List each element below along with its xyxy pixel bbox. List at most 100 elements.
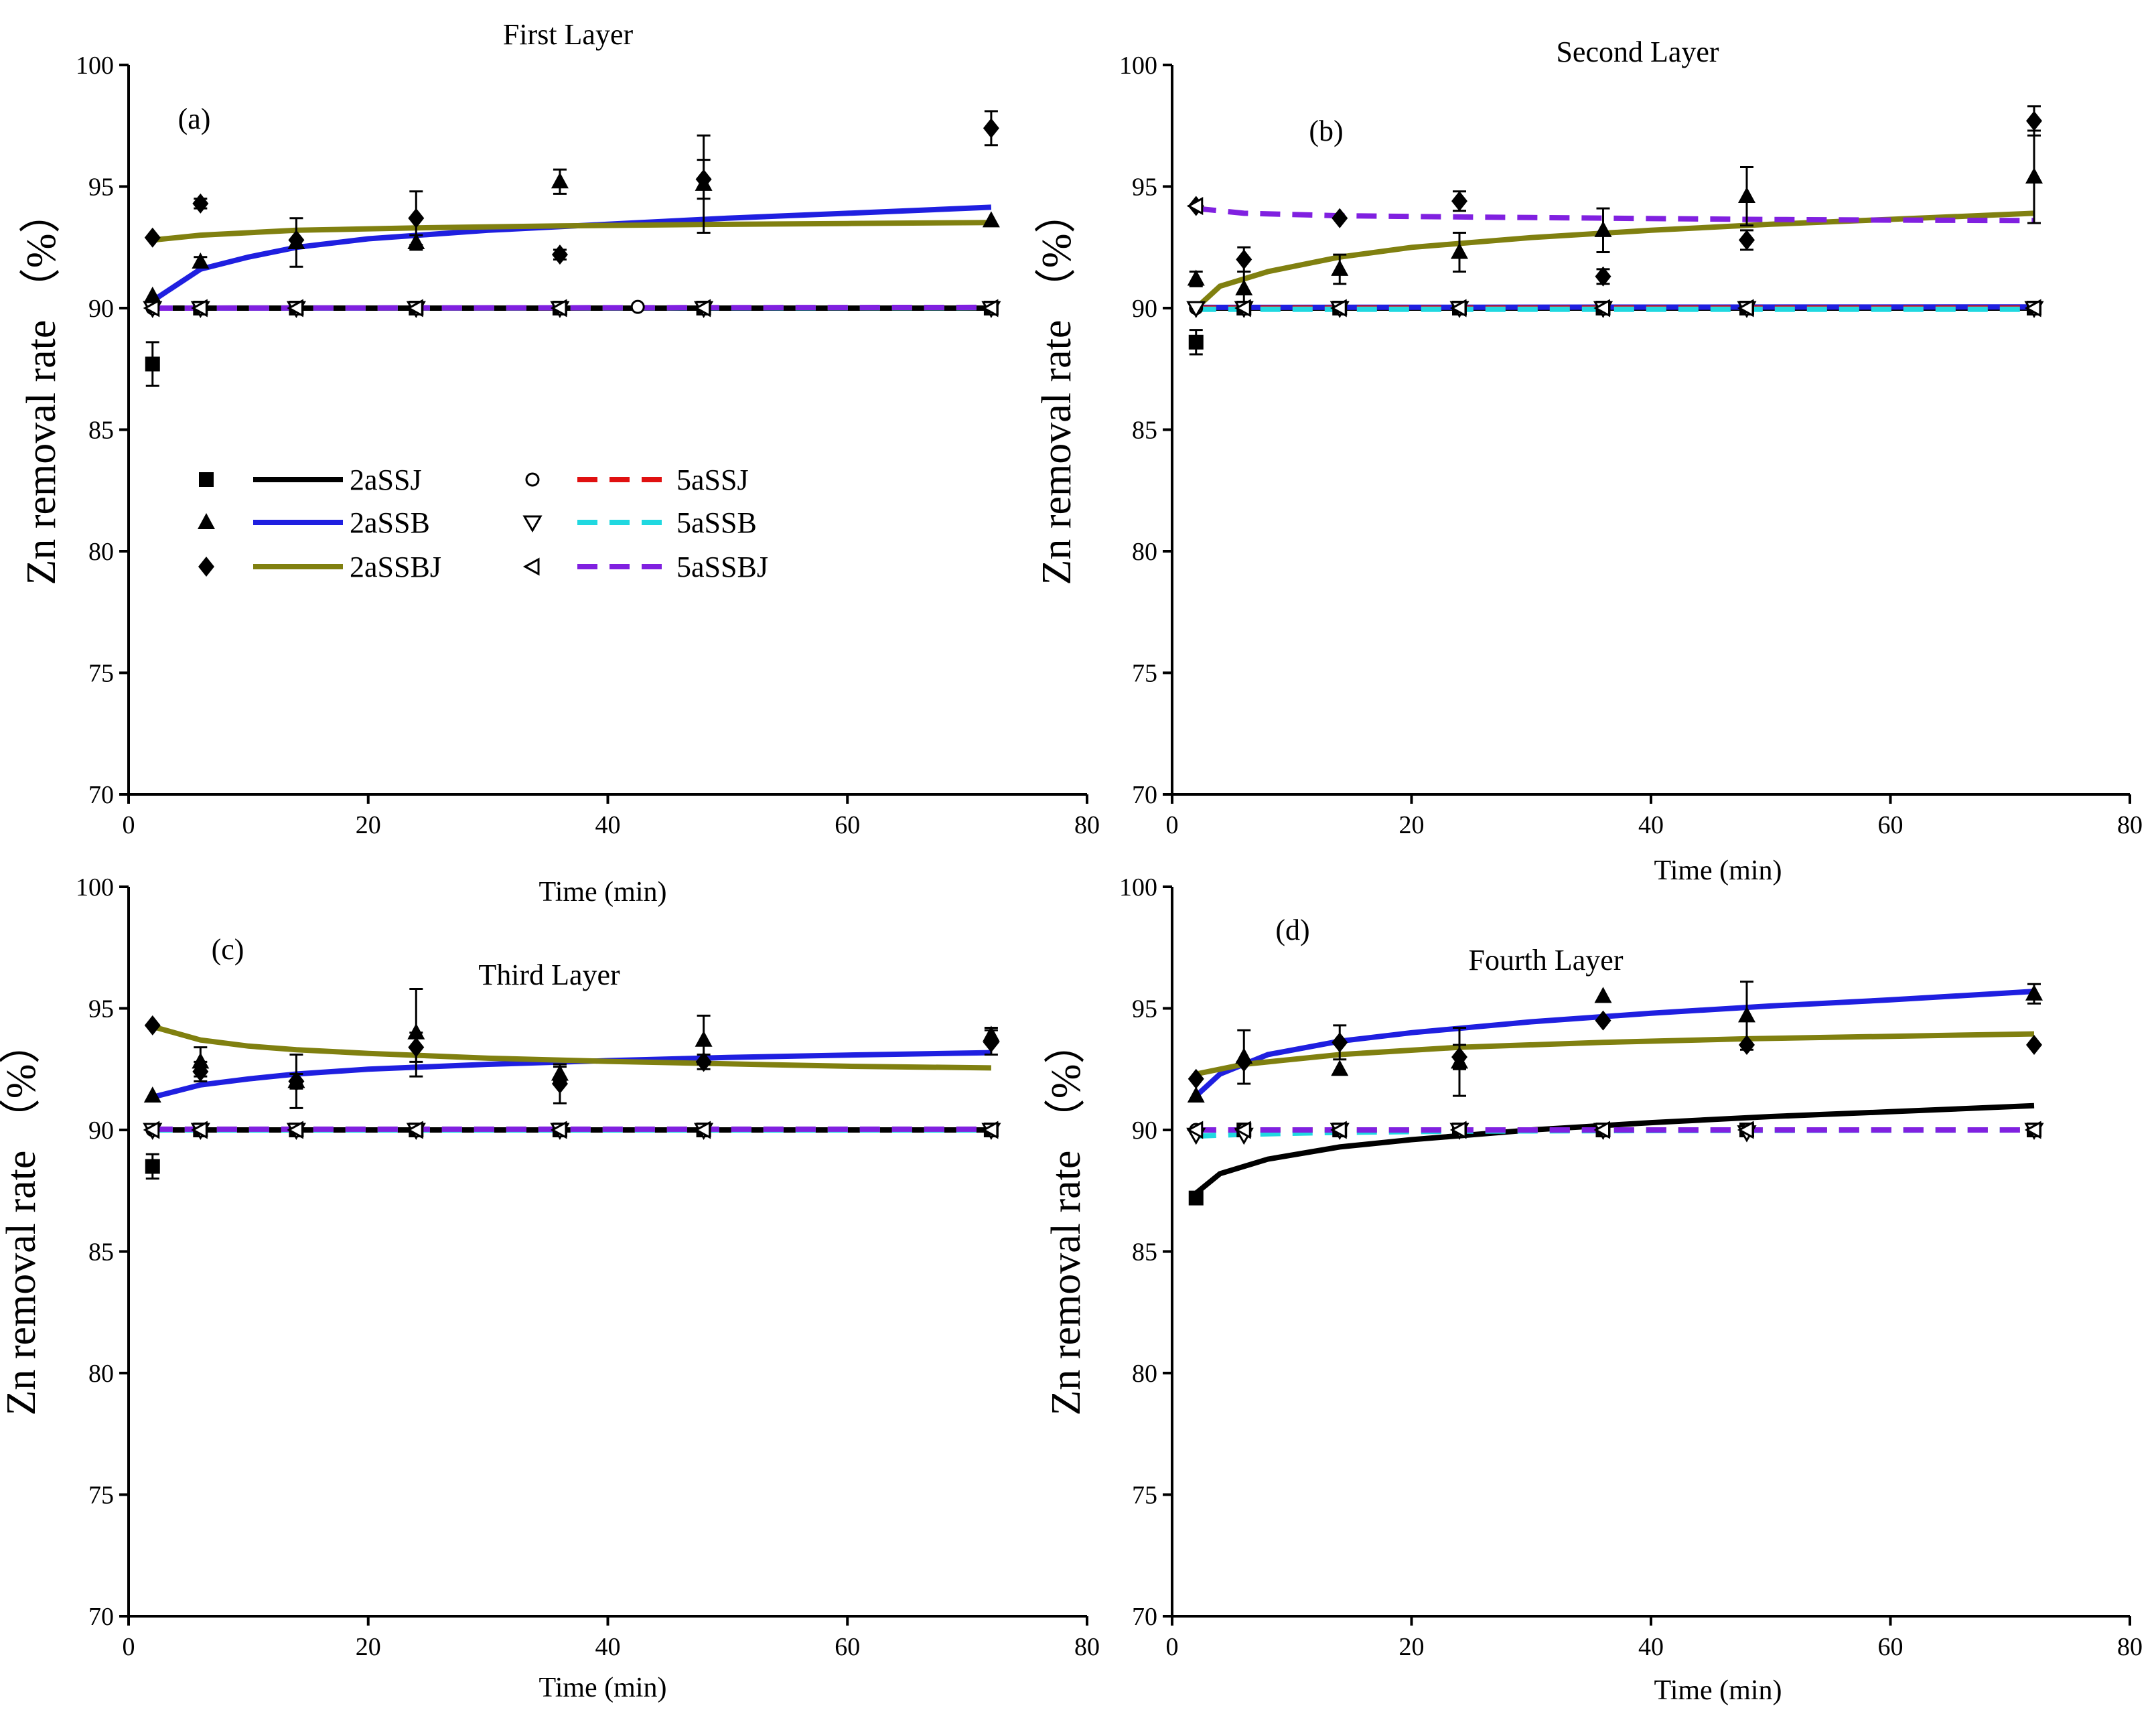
y-axis-title: Zn removal rate （%） <box>0 1022 44 1415</box>
point-2aSSB <box>1594 987 1612 1003</box>
y-tick-label: 70 <box>1132 781 1157 809</box>
panel-b: 70 75 80 85 90 95 100 0 20 40 60 80 Second Layer (b) T… <box>1034 35 2143 886</box>
point-5aSSBJ <box>694 1121 711 1139</box>
point-2aSSB <box>2025 984 2043 1001</box>
point-2aSSB <box>1594 220 1612 237</box>
point-2aSSBJ <box>1188 1068 1204 1089</box>
point-2aSSBJ <box>1739 1034 1755 1055</box>
x-tick-label: 20 <box>356 811 381 839</box>
x-tick-label: 40 <box>595 811 621 839</box>
y-tick-label: 80 <box>1132 1360 1157 1388</box>
y-tick-label: 75 <box>1132 660 1157 688</box>
point-2aSSBJ <box>695 1052 712 1072</box>
y-tick-label: 85 <box>1132 417 1157 445</box>
panel-tag: (c) <box>212 933 244 966</box>
y-tick-label: 100 <box>76 52 114 80</box>
x-tick-label: 60 <box>1878 1633 1903 1661</box>
point-2aSSBJ <box>408 1037 425 1058</box>
point-5aSSBJ <box>1234 299 1251 317</box>
point-2aSSBJ <box>983 1032 999 1053</box>
point-5aSSBJ <box>287 299 303 317</box>
point-5aSSBJ <box>407 1121 423 1139</box>
point-2aSSB <box>143 286 161 303</box>
point-5aSSBJ <box>694 299 711 317</box>
panel-c: 70 75 80 85 90 95 100 0 20 40 60 80 Third Layer (c) Ti… <box>0 873 1100 1703</box>
point-2aSSJ <box>145 356 160 372</box>
y-tick-label: 80 <box>88 538 114 566</box>
y-tick-label: 90 <box>88 1117 114 1145</box>
point-2aSSBJ <box>288 230 305 251</box>
point-2aSSBJ <box>695 169 712 190</box>
panel-title: First Layer <box>503 18 634 51</box>
fit-line-2aSSBJ <box>151 1023 991 1071</box>
x-axis-title: Time (min) <box>1654 1675 1782 1706</box>
point-5aSSB <box>1186 301 1206 319</box>
point-2aSSB <box>1235 279 1253 295</box>
point-2aSSBJ <box>1236 1052 1252 1072</box>
y-tick-label: 100 <box>76 873 114 902</box>
panel-tag: (b) <box>1309 115 1343 147</box>
y-tick-label: 90 <box>1132 1117 1157 1145</box>
legend-label-5aSSJ: 5aSSJ <box>676 463 749 496</box>
y-tick-label: 70 <box>88 781 114 809</box>
x-axis-title: Time (min) <box>539 877 667 908</box>
fit-line-5aSSBJ <box>1196 206 2035 224</box>
x-tick-label: 20 <box>1399 1633 1425 1661</box>
x-axis-title: Time (min) <box>1654 855 1782 886</box>
y-tick-label: 90 <box>1132 295 1157 323</box>
panel-tag: (a) <box>178 102 211 135</box>
point-2aSSBJ <box>1595 1010 1611 1031</box>
point-2aSSBJ <box>1236 249 1252 270</box>
point-5aSSBJ <box>143 1121 160 1139</box>
point-2aSSBJ <box>1332 1032 1348 1053</box>
y-tick-label: 85 <box>88 417 114 445</box>
point-2aSSB <box>192 1052 210 1069</box>
point-2aSSBJ <box>192 1061 209 1082</box>
point-2aSSBJ <box>408 208 425 228</box>
y-tick-label: 90 <box>88 295 114 323</box>
point-5aSSBJ <box>1330 1121 1347 1139</box>
point-2aSSB <box>1738 1006 1755 1023</box>
panel-title: Fourth Layer <box>1469 944 1624 977</box>
point-2aSSB <box>192 253 210 269</box>
x-axis-title: Time (min) <box>539 1672 667 1703</box>
point-5aSSBJ <box>1186 1121 1204 1139</box>
legend-marker-5aSSJ <box>525 472 540 487</box>
x-tick-label: 60 <box>835 1633 860 1661</box>
point-2aSSBJ <box>144 227 161 248</box>
x-tick-label: 60 <box>1878 811 1903 839</box>
point-2aSSB <box>695 1030 713 1047</box>
y-tick-label: 95 <box>88 173 114 202</box>
point-5aSSBJ <box>1449 299 1467 317</box>
x-tick-label: 80 <box>2117 1633 2143 1661</box>
point-2aSSBJ <box>288 1071 305 1092</box>
y-tick-label: 75 <box>88 660 114 688</box>
point-2aSSB <box>1331 1060 1349 1076</box>
legend-label-2aSSJ: 2aSSJ <box>350 463 422 496</box>
fit-line-2aSSBJ <box>1196 1031 2035 1077</box>
y-tick-label: 75 <box>88 1482 114 1510</box>
x-tick-label: 40 <box>1638 1633 1664 1661</box>
point-2aSSJ <box>1188 1190 1204 1206</box>
x-tick-label: 0 <box>123 1633 135 1661</box>
fit-line-2aSSBJ <box>1194 210 2035 310</box>
legend-marker-5aSSB <box>522 515 543 533</box>
y-tick-label: 80 <box>88 1360 114 1388</box>
point-5aSSBJ <box>1186 197 1204 216</box>
fit-line-2aSSB <box>151 204 992 303</box>
point-5aSSBJ <box>191 1121 208 1139</box>
point-2aSSBJ <box>144 1015 161 1035</box>
legend: 2aSSJ 5aSSJ 2aSSB 5aSSB 2aSSBJ 5aSSBJ <box>198 463 768 583</box>
point-5aSSBJ <box>1737 299 1754 317</box>
legend-label-5aSSBJ: 5aSSBJ <box>676 551 768 583</box>
x-tick-label: 0 <box>123 811 135 839</box>
legend-marker-2aSSBJ <box>198 557 214 577</box>
point-5aSSBJ <box>1234 1121 1251 1139</box>
y-axis-title: Zn removal rate （%） <box>1044 1022 1089 1415</box>
point-2aSSBJ <box>1451 1047 1467 1068</box>
x-tick-label: 0 <box>1166 811 1179 839</box>
point-5aSSBJ <box>1593 299 1610 317</box>
point-2aSSBJ <box>551 1074 568 1094</box>
point-2aSSBJ <box>2026 1034 2042 1055</box>
